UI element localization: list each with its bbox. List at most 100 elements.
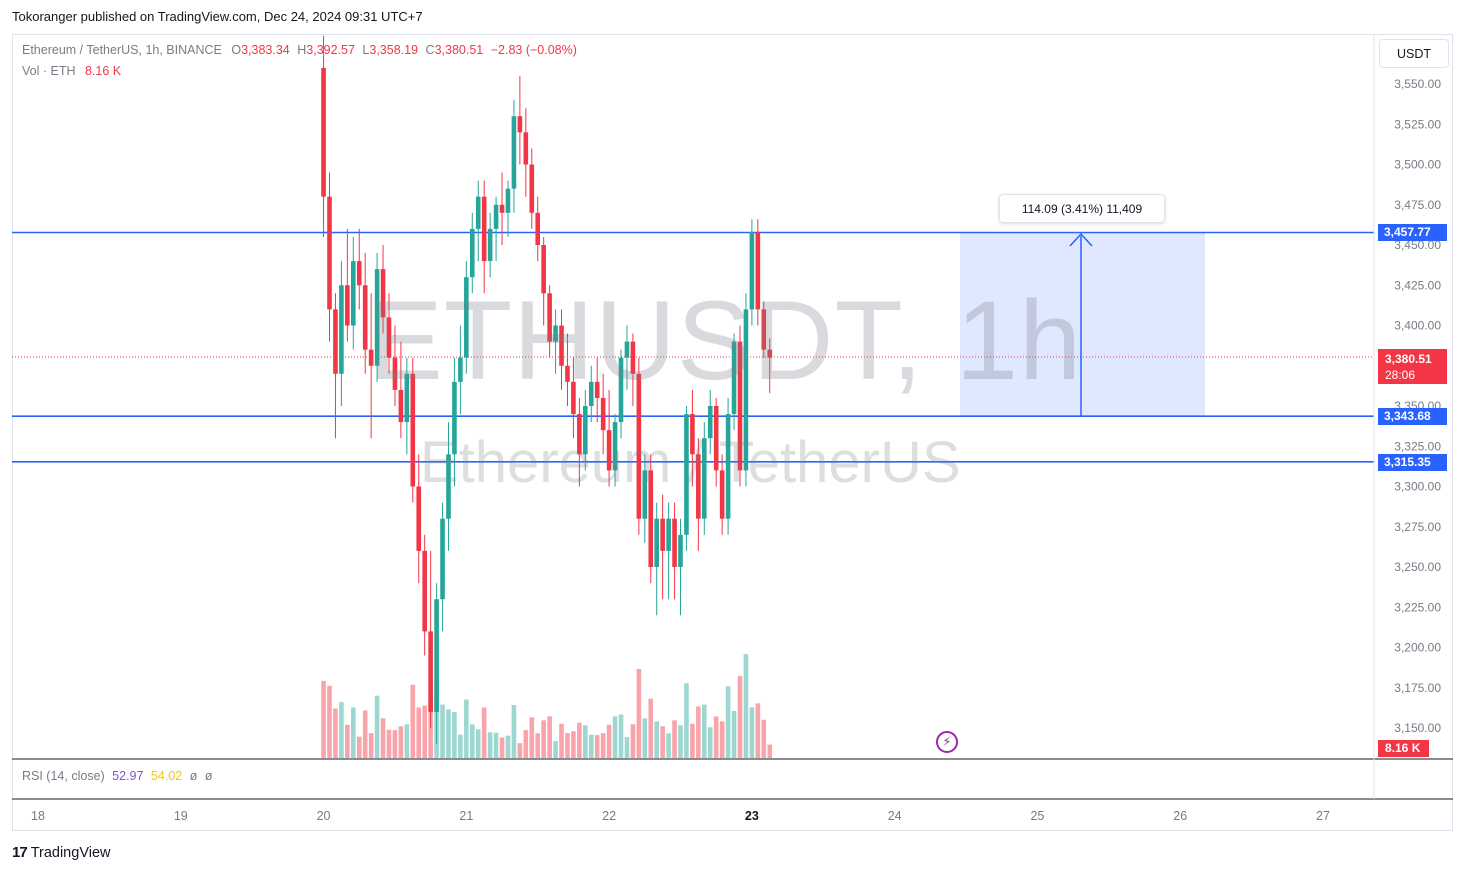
candle-body bbox=[654, 518, 660, 567]
legend-c-label: C bbox=[425, 43, 435, 57]
candle-body bbox=[690, 414, 695, 455]
volume-bar bbox=[345, 724, 350, 758]
legend-symbol: Ethereum / TetherUS, 1h, BINANCE bbox=[22, 43, 222, 57]
candle-body bbox=[333, 309, 338, 374]
volume-tag: 8.16 K bbox=[1378, 740, 1429, 757]
chart-frame bbox=[12, 34, 1453, 831]
volume-bar bbox=[731, 711, 737, 758]
candle-body bbox=[630, 341, 636, 374]
volume-bar bbox=[707, 727, 713, 758]
time-tick-label: 21 bbox=[459, 809, 473, 823]
volume-bar bbox=[678, 725, 683, 758]
candle-body bbox=[743, 309, 749, 471]
volume-bar bbox=[493, 732, 499, 758]
candle-body bbox=[392, 357, 398, 390]
candle-body bbox=[684, 414, 689, 535]
volume-bar bbox=[339, 702, 344, 758]
volume-bar bbox=[327, 685, 332, 758]
candle-body bbox=[398, 389, 404, 423]
volume-bar bbox=[725, 686, 731, 758]
rsi-ma-value: 54.02 bbox=[150, 769, 183, 783]
candle-body bbox=[404, 373, 410, 423]
candle-body bbox=[666, 518, 671, 551]
volume-bar bbox=[440, 704, 445, 758]
volume-bar bbox=[600, 733, 606, 758]
price-tick-label: 3,175.00 bbox=[1394, 681, 1441, 695]
volume-bars bbox=[321, 654, 773, 758]
volume-bar bbox=[351, 707, 356, 758]
volume-bar bbox=[612, 716, 618, 758]
volume-bar bbox=[541, 720, 546, 758]
candle-body bbox=[612, 422, 618, 471]
volume-bar bbox=[755, 703, 761, 758]
candle-body bbox=[440, 518, 445, 600]
time-tick-label: 24 bbox=[888, 809, 902, 823]
last-price-tag: 3,380.51 28:06 bbox=[1378, 349, 1447, 384]
candle-body bbox=[410, 373, 416, 487]
candle-body bbox=[553, 325, 558, 342]
price-tick-label: 3,475.00 bbox=[1394, 198, 1441, 212]
candle-body bbox=[642, 470, 648, 519]
time-tick-label: 26 bbox=[1173, 809, 1187, 823]
price-tag-top-line: 3,457.77 bbox=[1378, 224, 1447, 241]
volume-bar bbox=[571, 731, 576, 758]
candle-body bbox=[731, 341, 737, 415]
candle-body bbox=[618, 357, 624, 423]
candle-body bbox=[356, 261, 362, 286]
time-tick-label: 19 bbox=[174, 809, 188, 823]
candle-body bbox=[749, 232, 755, 310]
price-tick-label: 3,325.00 bbox=[1394, 439, 1441, 453]
volume-bar bbox=[559, 723, 564, 758]
volume-bar bbox=[553, 741, 558, 758]
volume-bar bbox=[630, 724, 636, 758]
volume-bar bbox=[577, 722, 582, 758]
candle-body bbox=[446, 454, 451, 519]
volume-bar bbox=[690, 723, 695, 758]
volume-bar bbox=[368, 733, 374, 758]
bar-countdown: 28:06 bbox=[1385, 368, 1416, 382]
candle-body bbox=[636, 373, 642, 519]
volume-bar bbox=[606, 724, 612, 758]
volume-bar bbox=[767, 744, 773, 758]
candle-body bbox=[464, 277, 469, 358]
candle-body bbox=[719, 470, 725, 519]
price-tick-label: 3,250.00 bbox=[1394, 560, 1441, 574]
price-tick-label: 3,200.00 bbox=[1394, 641, 1441, 655]
volume-bar bbox=[624, 737, 630, 758]
lightning-icon[interactable]: ⚡ bbox=[936, 731, 958, 753]
volume-bar bbox=[737, 675, 743, 758]
candle-body bbox=[458, 357, 463, 382]
currency-button[interactable]: USDT bbox=[1379, 39, 1449, 68]
volume-bar bbox=[583, 725, 588, 758]
volume-bar bbox=[594, 735, 600, 758]
candle-body bbox=[481, 196, 487, 262]
price-tick-label: 3,150.00 bbox=[1394, 721, 1441, 735]
candle-body bbox=[529, 164, 535, 213]
volume-bar bbox=[654, 721, 660, 758]
legend-h-label: H bbox=[297, 43, 307, 57]
volume-bar bbox=[404, 724, 410, 758]
tradingview-logo-icon: 17 bbox=[12, 844, 28, 861]
candle-body bbox=[351, 261, 356, 326]
candle-body bbox=[422, 550, 427, 632]
candle-body bbox=[511, 116, 517, 189]
volume-bar bbox=[410, 684, 416, 758]
tradingview-brand[interactable]: 17 TradingView bbox=[12, 844, 110, 861]
range-box[interactable] bbox=[960, 233, 1205, 416]
brand-name: TradingView bbox=[30, 844, 111, 861]
legend-close: 3,380.51 bbox=[434, 43, 484, 57]
volume-bar bbox=[392, 730, 398, 758]
legend-l-label: L bbox=[362, 43, 370, 57]
candle-body bbox=[755, 232, 761, 310]
measure-label: 114.09 (3.41%) 11,409 bbox=[999, 194, 1165, 223]
candle-body bbox=[487, 228, 493, 262]
volume-bar bbox=[696, 706, 701, 758]
volume-bar bbox=[446, 709, 451, 758]
time-tick-label: 18 bbox=[31, 809, 45, 823]
candle-body bbox=[339, 285, 344, 374]
volume-bar bbox=[719, 721, 725, 758]
candle-body bbox=[577, 414, 582, 455]
price-tick-label: 3,550.00 bbox=[1394, 77, 1441, 91]
volume-bar bbox=[565, 733, 570, 758]
